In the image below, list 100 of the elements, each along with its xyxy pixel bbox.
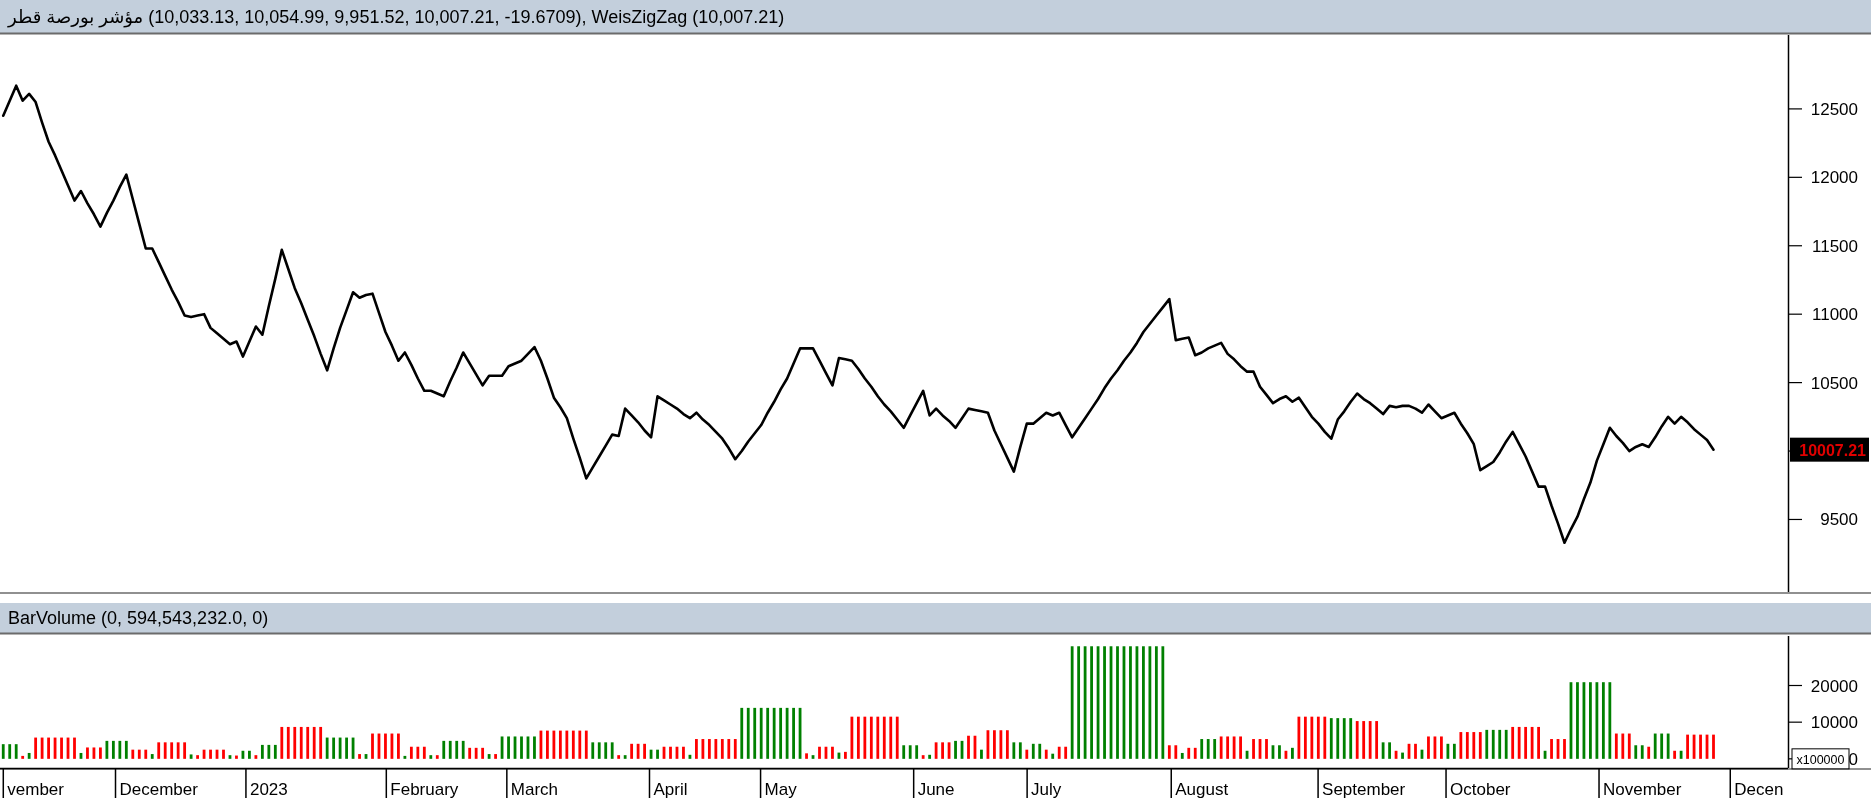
bar	[1239, 736, 1242, 759]
bar	[461, 740, 465, 759]
y-tick-label: 11000	[1811, 305, 1858, 325]
bar	[338, 737, 342, 759]
bar	[105, 740, 109, 759]
bar	[863, 716, 867, 759]
bar	[273, 744, 277, 759]
bar	[267, 744, 271, 759]
y-tick-label: 11500	[1811, 236, 1858, 256]
bar	[1414, 743, 1417, 759]
bar	[299, 726, 303, 759]
bar	[1601, 682, 1605, 759]
bar	[1621, 733, 1625, 759]
bar	[1485, 729, 1489, 759]
bar	[1, 744, 5, 759]
x-tick-label: July	[1031, 780, 1062, 799]
bar	[623, 755, 627, 759]
line-series	[1, 84, 1715, 545]
x-tick-label: March	[510, 780, 559, 799]
bar	[1653, 733, 1657, 759]
bar	[1310, 716, 1314, 759]
bar	[882, 716, 886, 759]
bar	[157, 742, 161, 759]
bar	[1614, 733, 1618, 759]
x-tick-label: September	[1322, 780, 1406, 799]
bar	[189, 754, 193, 759]
bar	[384, 733, 387, 759]
y-tick-label: 9500	[1820, 510, 1858, 530]
bar	[1660, 733, 1664, 759]
bar	[487, 754, 491, 759]
y-tick-label: 10500	[1810, 373, 1858, 393]
bar	[753, 707, 757, 759]
bar	[60, 737, 63, 759]
bar	[1252, 739, 1255, 759]
bar	[1012, 742, 1016, 759]
bar	[222, 749, 225, 759]
bar	[695, 739, 698, 759]
y-tick-label: 10000	[1810, 713, 1858, 733]
bar	[707, 739, 711, 759]
bar	[1129, 646, 1132, 759]
x-tick-label: April	[653, 780, 688, 799]
bar	[565, 730, 569, 759]
bar	[99, 747, 102, 759]
bar	[507, 736, 510, 759]
bar	[1673, 750, 1677, 759]
bar	[1712, 734, 1715, 759]
bar	[1232, 736, 1236, 759]
text: 10007.21	[1799, 441, 1867, 459]
bar	[235, 755, 238, 759]
bar	[1362, 721, 1366, 759]
bar	[895, 716, 899, 759]
bar	[1563, 739, 1566, 759]
chart-title: BarVolume (0, 594,543,232.0, 0)	[8, 607, 269, 630]
bar	[1167, 745, 1171, 759]
bar	[1537, 726, 1540, 759]
bar	[1206, 739, 1210, 759]
bar	[1589, 682, 1592, 759]
bar	[779, 707, 783, 759]
bar	[435, 755, 439, 759]
bar	[403, 755, 407, 759]
bar	[1323, 716, 1327, 759]
bar	[1627, 733, 1631, 759]
bar	[494, 754, 497, 759]
bar	[636, 743, 640, 759]
x-tick-label: October	[1450, 780, 1511, 799]
bar	[1381, 742, 1385, 759]
bar	[468, 747, 472, 759]
bar	[254, 755, 258, 759]
bar	[27, 752, 31, 759]
x-tick-label: December	[119, 780, 199, 799]
bar	[183, 742, 187, 759]
bar	[1329, 718, 1333, 759]
bar	[196, 755, 199, 759]
bar	[1595, 682, 1599, 759]
bar	[805, 753, 808, 759]
bar	[1452, 743, 1456, 759]
bar	[584, 730, 588, 759]
bar	[597, 742, 601, 759]
bar	[111, 740, 115, 759]
bar	[1291, 747, 1294, 759]
bar	[481, 747, 485, 759]
bar	[150, 754, 154, 759]
bar	[1187, 747, 1191, 759]
bar	[915, 745, 919, 759]
bar	[1083, 646, 1087, 759]
bar	[1478, 732, 1482, 759]
y-tick-label: 12000	[1810, 168, 1858, 188]
x-tick-label: November	[1603, 780, 1682, 799]
bar	[34, 737, 38, 759]
bar	[40, 737, 44, 759]
bar	[1634, 745, 1638, 759]
bar	[345, 737, 348, 759]
bar	[740, 707, 744, 759]
bar	[1265, 739, 1268, 759]
y-tick-label: 12500	[1810, 99, 1858, 119]
bar	[1051, 753, 1055, 759]
bar	[1355, 721, 1359, 759]
bar	[656, 749, 659, 759]
bar	[144, 749, 148, 759]
bar	[325, 737, 329, 759]
